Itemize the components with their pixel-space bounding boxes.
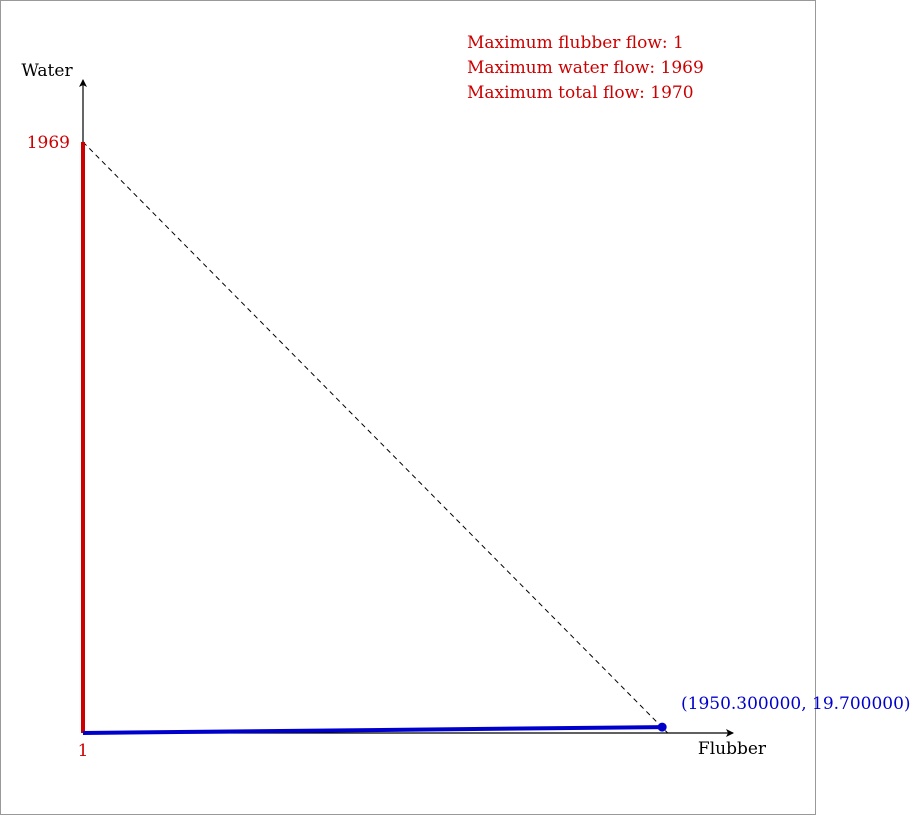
max-total-text: Maximum total flow: 1970	[467, 83, 694, 103]
y-axis-label: Water	[21, 61, 73, 81]
max-water-text: Maximum water flow: 1969	[467, 58, 704, 78]
figure-frame	[0, 0, 816, 815]
x-origin-tick-label: 1	[78, 741, 89, 761]
y-max-tick-label: 1969	[27, 133, 70, 153]
max-flubber-text: Maximum flubber flow: 1	[467, 33, 684, 53]
flow-point	[657, 722, 667, 732]
total-flow-dashed-line	[82, 141, 669, 734]
point-label: (1950.300000, 19.700000)	[681, 694, 911, 714]
flow-vector-line	[82, 725, 663, 735]
x-axis-label: Flubber	[698, 739, 767, 759]
